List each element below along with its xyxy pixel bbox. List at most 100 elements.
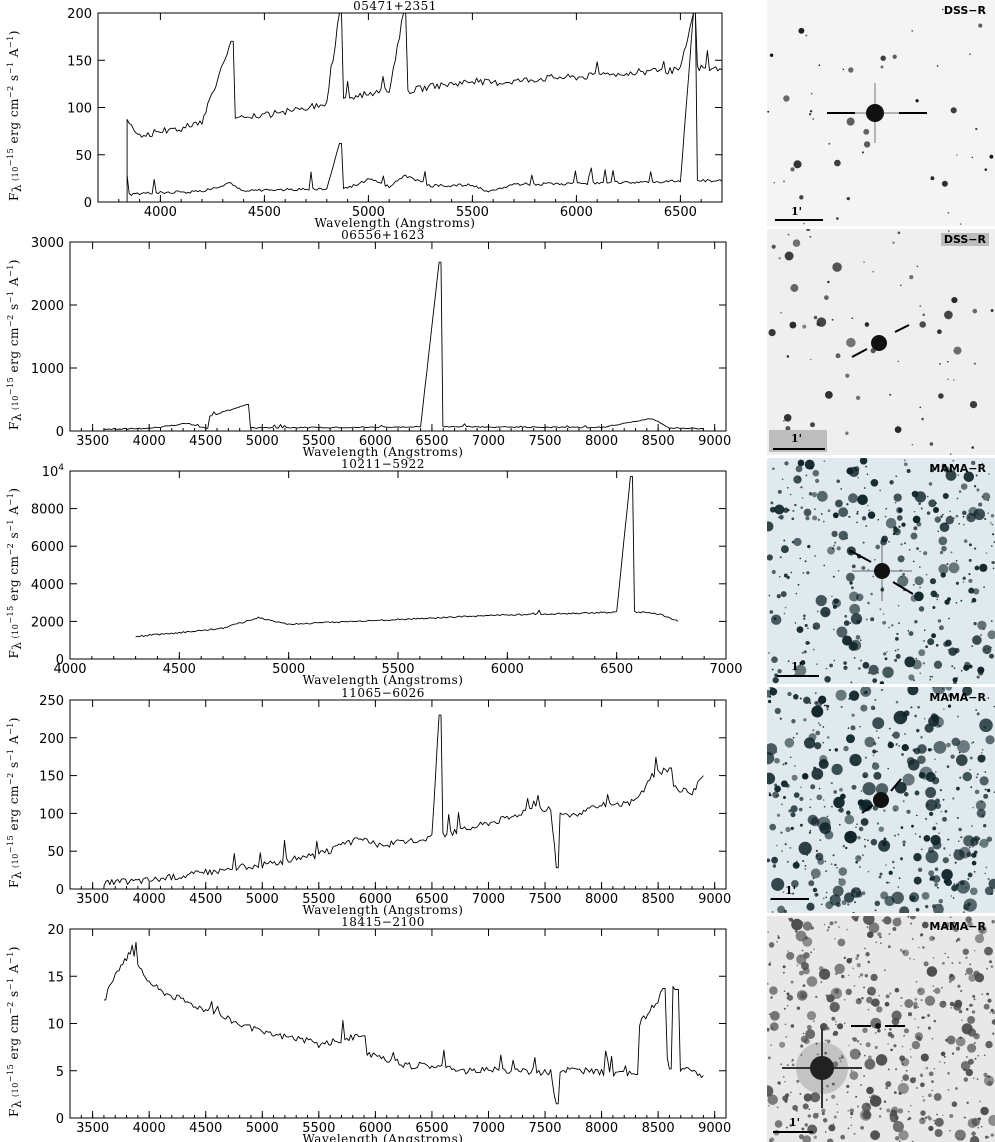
survey-label-2: DSS−R <box>940 233 989 246</box>
spectrum-panel-2: 06556+1623 3500 4000 4500 5000 5500 6000 6500 70… <box>6 228 731 459</box>
star <box>949 453 952 455</box>
star <box>989 521 992 524</box>
star <box>865 465 868 468</box>
x-tick-label: 9000 <box>698 892 731 907</box>
star <box>883 1100 887 1103</box>
star <box>931 633 937 639</box>
star <box>794 503 797 507</box>
star <box>832 512 839 519</box>
star <box>934 516 942 523</box>
star <box>804 459 815 470</box>
star <box>928 499 937 508</box>
star <box>769 1022 779 1031</box>
star <box>971 446 974 449</box>
star <box>795 465 803 473</box>
star <box>978 502 983 507</box>
star <box>866 1103 870 1107</box>
star <box>786 486 789 489</box>
star <box>865 1042 871 1048</box>
star <box>943 922 950 929</box>
star <box>934 1117 944 1127</box>
star <box>941 869 953 881</box>
spectrum-title: 18415−2100 <box>341 915 425 929</box>
star <box>809 798 812 801</box>
star <box>770 614 782 625</box>
star <box>912 659 922 670</box>
star <box>920 596 922 599</box>
star <box>969 768 971 771</box>
star <box>846 503 849 506</box>
star <box>984 1135 989 1139</box>
star <box>914 576 924 586</box>
star <box>779 514 784 520</box>
star <box>984 168 988 171</box>
star <box>849 753 862 767</box>
star <box>803 718 807 722</box>
star <box>824 295 829 300</box>
star <box>950 1007 953 1009</box>
star <box>949 854 951 856</box>
plot-frame <box>69 470 727 660</box>
star <box>804 737 816 749</box>
star <box>805 474 808 477</box>
star <box>943 879 948 884</box>
star <box>767 772 776 785</box>
star <box>913 518 915 521</box>
star <box>776 594 781 599</box>
star <box>789 917 794 922</box>
star <box>803 650 807 654</box>
star <box>860 1125 864 1130</box>
star <box>950 551 953 554</box>
star <box>883 652 887 656</box>
star <box>770 1044 773 1047</box>
star <box>835 1020 837 1023</box>
star <box>805 640 810 645</box>
star <box>783 414 792 422</box>
star <box>855 891 863 898</box>
star <box>911 443 914 446</box>
x-tick-label: 7000 <box>472 1121 505 1136</box>
scale-label-5: 1' <box>789 1116 801 1129</box>
star <box>888 626 890 629</box>
star <box>851 317 854 320</box>
star <box>827 926 831 929</box>
star <box>846 928 848 931</box>
star <box>849 1048 861 1060</box>
star <box>860 818 869 826</box>
star <box>784 461 789 466</box>
star <box>897 648 900 651</box>
star <box>807 1114 811 1118</box>
star <box>894 426 902 433</box>
star <box>843 1022 846 1025</box>
star <box>958 961 961 964</box>
star <box>873 771 882 780</box>
star <box>917 705 920 709</box>
star <box>767 690 772 698</box>
star <box>886 651 888 653</box>
star <box>801 497 804 499</box>
star <box>899 906 910 913</box>
x-axis-label: Wavelength (Angstroms) <box>303 445 464 459</box>
star <box>897 1082 909 1094</box>
star <box>884 969 886 971</box>
star <box>848 515 851 518</box>
star <box>909 1077 916 1084</box>
star <box>903 710 910 717</box>
star <box>855 998 862 1005</box>
star <box>806 976 818 987</box>
star <box>831 530 838 538</box>
star <box>883 837 887 841</box>
x-tick-label: 4500 <box>163 662 196 677</box>
star <box>830 897 832 900</box>
star <box>814 555 816 557</box>
star <box>956 880 971 894</box>
star <box>992 567 995 570</box>
star <box>784 1080 786 1083</box>
star <box>964 925 968 928</box>
star <box>913 526 918 531</box>
y-tick-label: 250 <box>39 694 64 709</box>
star <box>986 788 991 793</box>
star <box>921 921 929 929</box>
star <box>909 692 911 694</box>
finding-chart-2-image <box>767 229 995 455</box>
